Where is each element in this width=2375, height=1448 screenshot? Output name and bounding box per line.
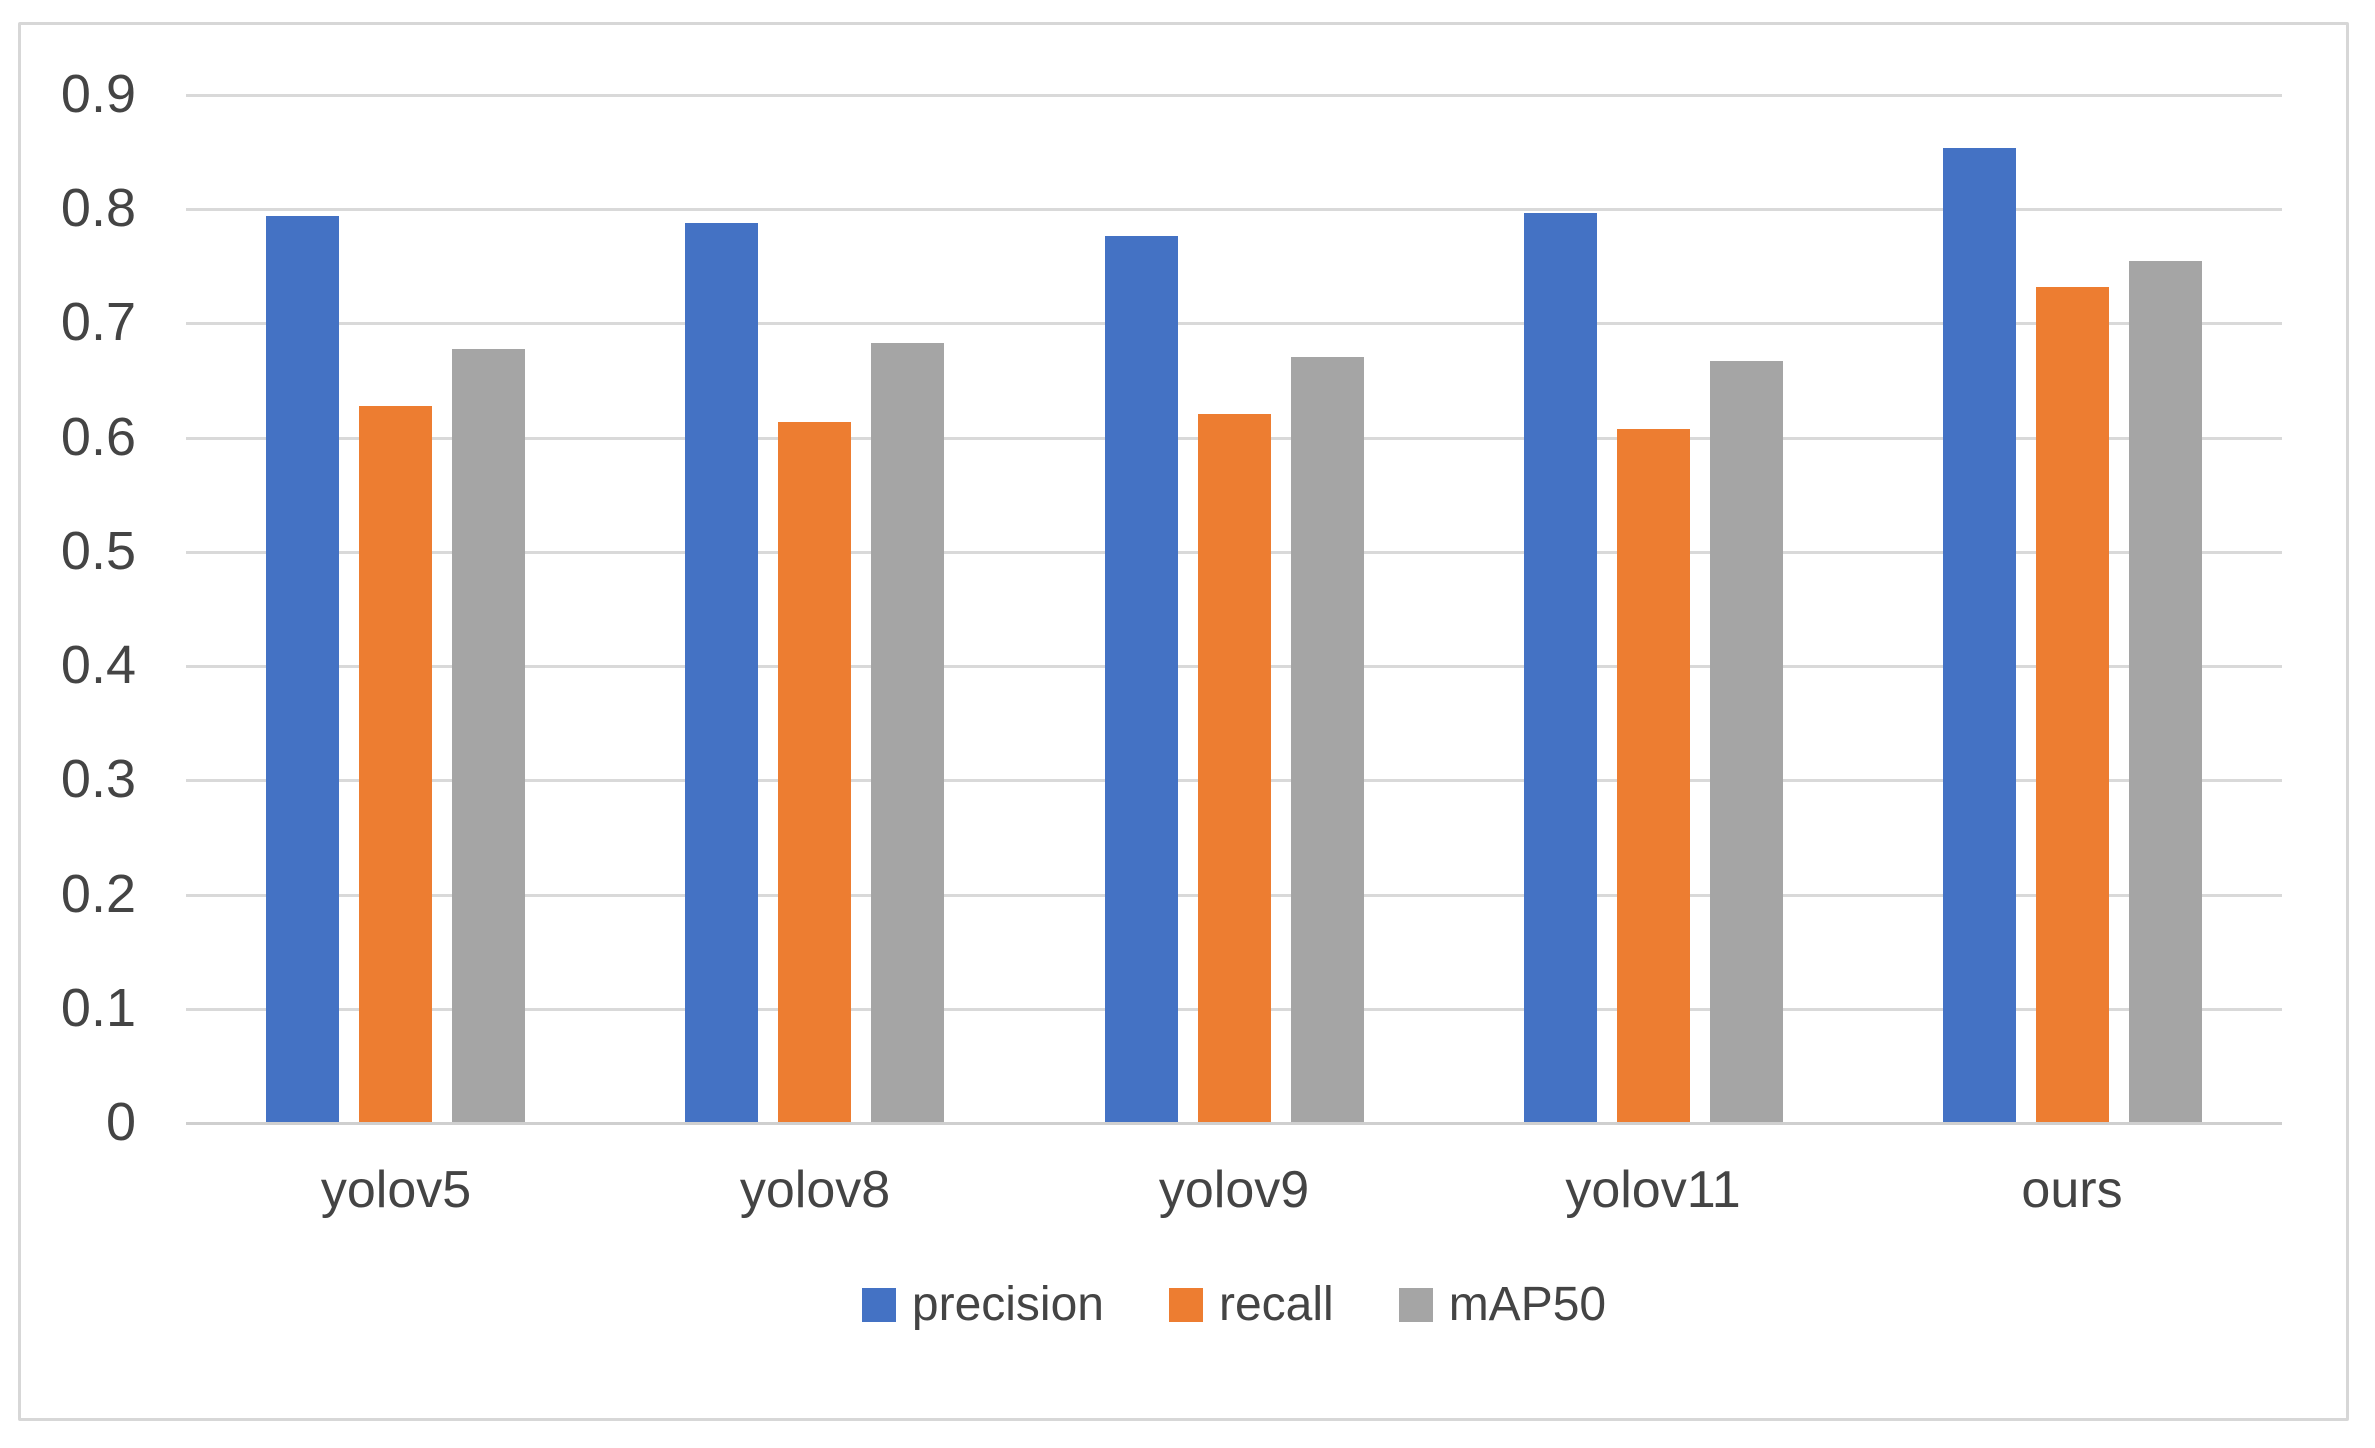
bar-precision-yolov9 xyxy=(1105,236,1178,1122)
legend-swatch-icon xyxy=(861,1288,896,1322)
gridline xyxy=(186,94,2282,97)
x-category-label: yolov5 xyxy=(320,1161,472,1219)
bar-precision-yolov5 xyxy=(266,216,339,1122)
x-category-label: ours xyxy=(2021,1161,2123,1219)
bar-recall-yolov11 xyxy=(1617,429,1690,1122)
legend-label: precision xyxy=(911,1278,1104,1331)
legend-label: mAP50 xyxy=(1448,1278,1607,1331)
y-tick-label: 0.8 xyxy=(60,178,136,238)
gridline xyxy=(186,322,2282,325)
y-tick-label: 0.9 xyxy=(60,64,136,124)
legend-swatch-icon xyxy=(1398,1288,1433,1322)
x-category-label: yolov9 xyxy=(1158,1161,1310,1219)
legend-item-recall: recall xyxy=(1168,1277,1334,1333)
bar-mAP50-yolov5 xyxy=(452,349,525,1122)
bar-mAP50-ours xyxy=(2129,261,2202,1122)
bar-precision-yolov11 xyxy=(1524,213,1597,1122)
bar-mAP50-yolov8 xyxy=(871,343,944,1122)
plot-area xyxy=(186,94,2282,1125)
bar-precision-yolov8 xyxy=(685,223,758,1122)
gridline xyxy=(186,208,2282,211)
y-tick-label: 0.3 xyxy=(60,749,136,809)
legend: precision recall mAP50 xyxy=(186,1272,2282,1338)
y-tick-label: 0.4 xyxy=(60,635,136,695)
bar-precision-ours xyxy=(1943,148,2016,1122)
y-tick-label: 0.7 xyxy=(60,292,136,352)
bar-mAP50-yolov9 xyxy=(1291,357,1364,1122)
bar-recall-yolov8 xyxy=(778,422,851,1122)
y-tick-label: 0.1 xyxy=(60,978,136,1038)
legend-label: recall xyxy=(1218,1278,1334,1331)
bar-mAP50-yolov11 xyxy=(1710,361,1783,1122)
bar-recall-yolov5 xyxy=(359,406,432,1122)
legend-swatch-icon xyxy=(1168,1288,1203,1322)
x-category-label: yolov8 xyxy=(739,1161,891,1219)
legend-item-mAP50: mAP50 xyxy=(1398,1277,1607,1333)
y-tick-label: 0.5 xyxy=(60,521,136,581)
legend-item-precision: precision xyxy=(861,1277,1104,1333)
y-tick-label: 0 xyxy=(105,1092,136,1152)
bar-recall-yolov9 xyxy=(1198,414,1271,1122)
y-tick-label: 0.2 xyxy=(60,864,136,924)
x-category-label: yolov11 xyxy=(1565,1161,1741,1219)
y-tick-label: 0.6 xyxy=(60,407,136,467)
bar-recall-ours xyxy=(2036,287,2109,1122)
